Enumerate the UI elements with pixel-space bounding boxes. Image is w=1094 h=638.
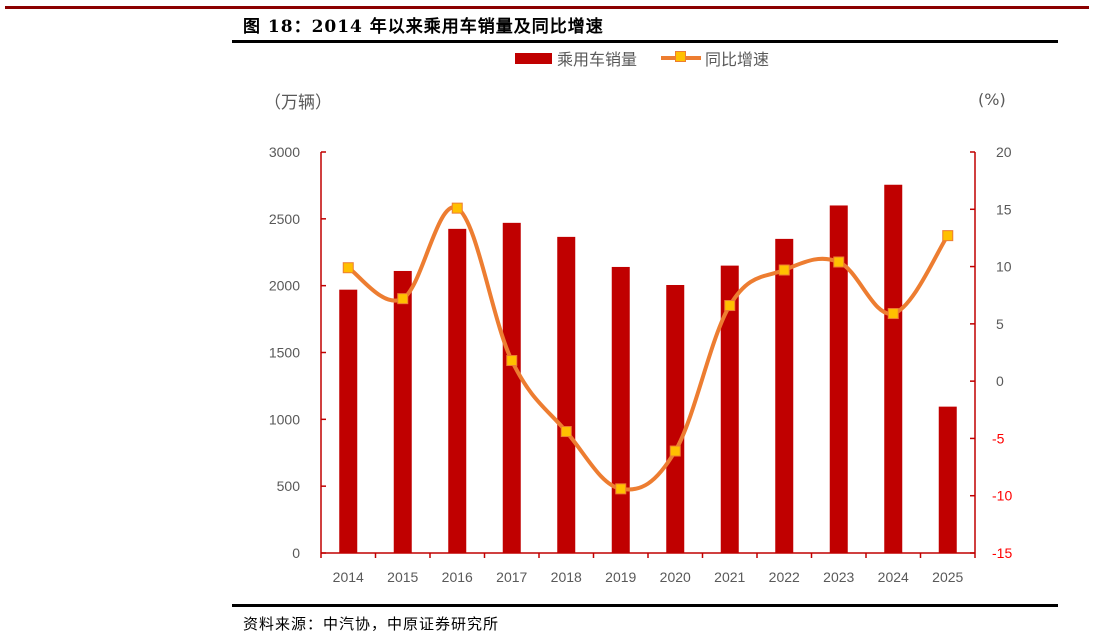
line-marker-2015 bbox=[397, 293, 409, 305]
line-marker-2017 bbox=[506, 355, 518, 367]
source-rule bbox=[232, 604, 1058, 607]
svg-text:500: 500 bbox=[277, 478, 301, 494]
legend-bar-swatch bbox=[515, 52, 552, 64]
svg-text:2024: 2024 bbox=[878, 569, 909, 585]
line-marker-2018 bbox=[560, 426, 572, 438]
svg-text:2022: 2022 bbox=[769, 569, 800, 585]
svg-text:2014: 2014 bbox=[333, 569, 364, 585]
svg-text:20: 20 bbox=[996, 144, 1012, 160]
svg-text:0: 0 bbox=[996, 373, 1004, 389]
svg-text:-5: -5 bbox=[992, 430, 1005, 446]
line-marker-2021 bbox=[724, 300, 736, 312]
legend-bar-label: 乘用车销量 bbox=[557, 50, 638, 69]
bar-2023 bbox=[829, 205, 848, 553]
title-rule bbox=[232, 40, 1058, 43]
legend-line-swatch bbox=[661, 51, 702, 62]
svg-text:1000: 1000 bbox=[269, 411, 300, 427]
left-axis-unit: （万辆） bbox=[264, 93, 332, 113]
svg-text:2019: 2019 bbox=[605, 569, 636, 585]
svg-text:0: 0 bbox=[292, 545, 300, 561]
svg-text:-10: -10 bbox=[992, 488, 1012, 504]
bar-2024 bbox=[884, 184, 903, 553]
svg-text:2017: 2017 bbox=[496, 569, 527, 585]
top-rule bbox=[5, 6, 1089, 9]
bar-2018 bbox=[557, 236, 576, 553]
bar-2016 bbox=[448, 228, 467, 553]
line-marker-2025 bbox=[942, 230, 954, 242]
legend-line-label: 同比增速 bbox=[705, 50, 770, 69]
svg-text:2021: 2021 bbox=[714, 569, 745, 585]
bar-2025 bbox=[938, 406, 957, 553]
line-marker-2019 bbox=[615, 483, 627, 495]
svg-text:2016: 2016 bbox=[442, 569, 473, 585]
svg-text:2500: 2500 bbox=[269, 211, 300, 227]
right-axis-unit: (%) bbox=[978, 90, 1006, 109]
svg-text:5: 5 bbox=[996, 316, 1004, 332]
svg-text:3000: 3000 bbox=[269, 144, 300, 160]
chart-legend: 乘用车销量 同比增速 bbox=[515, 47, 769, 69]
bar-2020 bbox=[666, 284, 685, 553]
svg-text:2000: 2000 bbox=[269, 278, 300, 294]
line-marker-2020 bbox=[669, 445, 681, 457]
bar-2015 bbox=[393, 270, 412, 553]
bar-2014 bbox=[339, 289, 358, 553]
bar-2019 bbox=[611, 266, 630, 553]
figure-title: 图 18：2014 年以来乘用车销量及同比增速 bbox=[243, 17, 604, 37]
bar-2017 bbox=[502, 222, 521, 554]
svg-text:10: 10 bbox=[996, 259, 1012, 275]
svg-text:2018: 2018 bbox=[551, 569, 582, 585]
svg-text:2015: 2015 bbox=[387, 569, 418, 585]
line-marker-2024 bbox=[887, 308, 899, 320]
line-marker-2023 bbox=[833, 256, 845, 268]
svg-text:1500: 1500 bbox=[269, 345, 300, 361]
bar-2021 bbox=[720, 265, 739, 553]
source-note: 资料来源：中汽协，中原证券研究所 bbox=[243, 615, 500, 633]
line-marker-2022 bbox=[778, 264, 790, 276]
svg-text:2025: 2025 bbox=[932, 569, 963, 585]
svg-text:-15: -15 bbox=[992, 545, 1012, 561]
bar-2022 bbox=[775, 238, 794, 553]
svg-text:2023: 2023 bbox=[823, 569, 854, 585]
line-marker-2014 bbox=[342, 262, 354, 274]
svg-text:2020: 2020 bbox=[660, 569, 691, 585]
line-marker-2016 bbox=[451, 202, 463, 214]
legend-marker-icon bbox=[675, 51, 687, 62]
svg-text:15: 15 bbox=[996, 201, 1012, 217]
